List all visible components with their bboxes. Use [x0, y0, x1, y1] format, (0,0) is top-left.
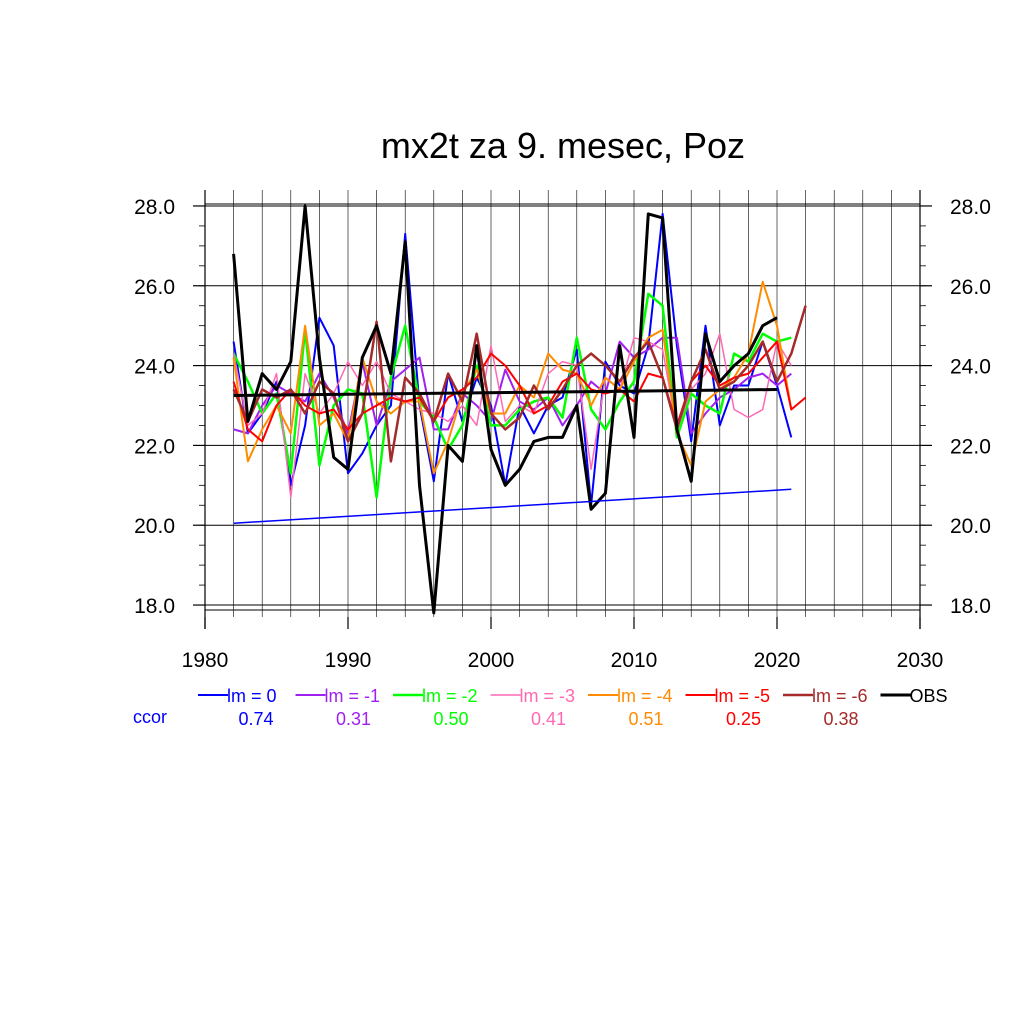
ccor-value: 0.25 — [726, 709, 761, 729]
x-tick-label: 1980 — [182, 649, 229, 672]
legend-label: lm = -2 — [422, 686, 478, 706]
trend-line-model-trend — [233, 488, 792, 524]
plot-frame — [204, 190, 921, 629]
y-tick-label: 22.0 — [134, 435, 175, 458]
series-line-obs — [232, 204, 778, 615]
ccor-value: 0.50 — [433, 709, 468, 729]
legend-label: lm = -1 — [325, 686, 381, 706]
x-tick-label: 2020 — [754, 649, 801, 672]
trend-line-obs-trend — [233, 388, 778, 398]
legend-label: lm = -3 — [520, 686, 576, 706]
chart-title: mx2t za 9. mesec, Poz — [381, 125, 745, 166]
x-tick-label: 2010 — [611, 649, 658, 672]
ccor-value: 0.31 — [336, 709, 371, 729]
legend-label: OBS — [910, 686, 948, 706]
y-tick-label: 18.0 — [134, 595, 175, 618]
ccor-value: 0.41 — [531, 709, 566, 729]
y-tick-label-right: 24.0 — [950, 356, 991, 379]
y-tick-label: 20.0 — [134, 515, 175, 538]
legend-label: lm = -5 — [715, 686, 771, 706]
series-line-lm-5 — [232, 340, 807, 443]
series-line-lm-4 — [232, 280, 793, 475]
x-tick-label: 2000 — [468, 649, 515, 672]
x-tick-label: 1990 — [325, 649, 372, 672]
y-tick-label-right: 28.0 — [950, 196, 991, 219]
y-tick-label-right: 20.0 — [950, 515, 991, 538]
series-line-lm-6 — [232, 305, 807, 463]
y-tick-label-right: 22.0 — [950, 435, 991, 458]
y-tick-label: 28.0 — [134, 196, 175, 219]
series-line-lm-0 — [232, 212, 793, 507]
y-tick-label-right: 26.0 — [950, 276, 991, 299]
axes: 1980 1990 2000 2010 2020 2030 18.0 18.0 20.0 20.0… — [134, 196, 991, 672]
legend-label: lm = -4 — [617, 686, 673, 706]
y-tick-label: 24.0 — [134, 356, 175, 379]
ccor-label: ccor — [133, 707, 167, 727]
y-tick-label: 26.0 — [134, 276, 175, 299]
ccor-value: 0.74 — [238, 709, 273, 729]
series-group — [232, 204, 807, 615]
ccor-value: 0.51 — [628, 709, 663, 729]
series-line-lm-1 — [233, 336, 792, 435]
legend-label: lm = 0 — [227, 686, 277, 706]
legend-label: lm = -6 — [812, 686, 868, 706]
x-tick-label: 2030 — [897, 649, 944, 672]
legend: lm = 0 0.74 lm = -1 0.31 lm = -2 0.50 lm = -3 0… — [133, 686, 948, 729]
y-tick-label-right: 18.0 — [950, 595, 991, 618]
ccor-value: 0.38 — [823, 709, 858, 729]
